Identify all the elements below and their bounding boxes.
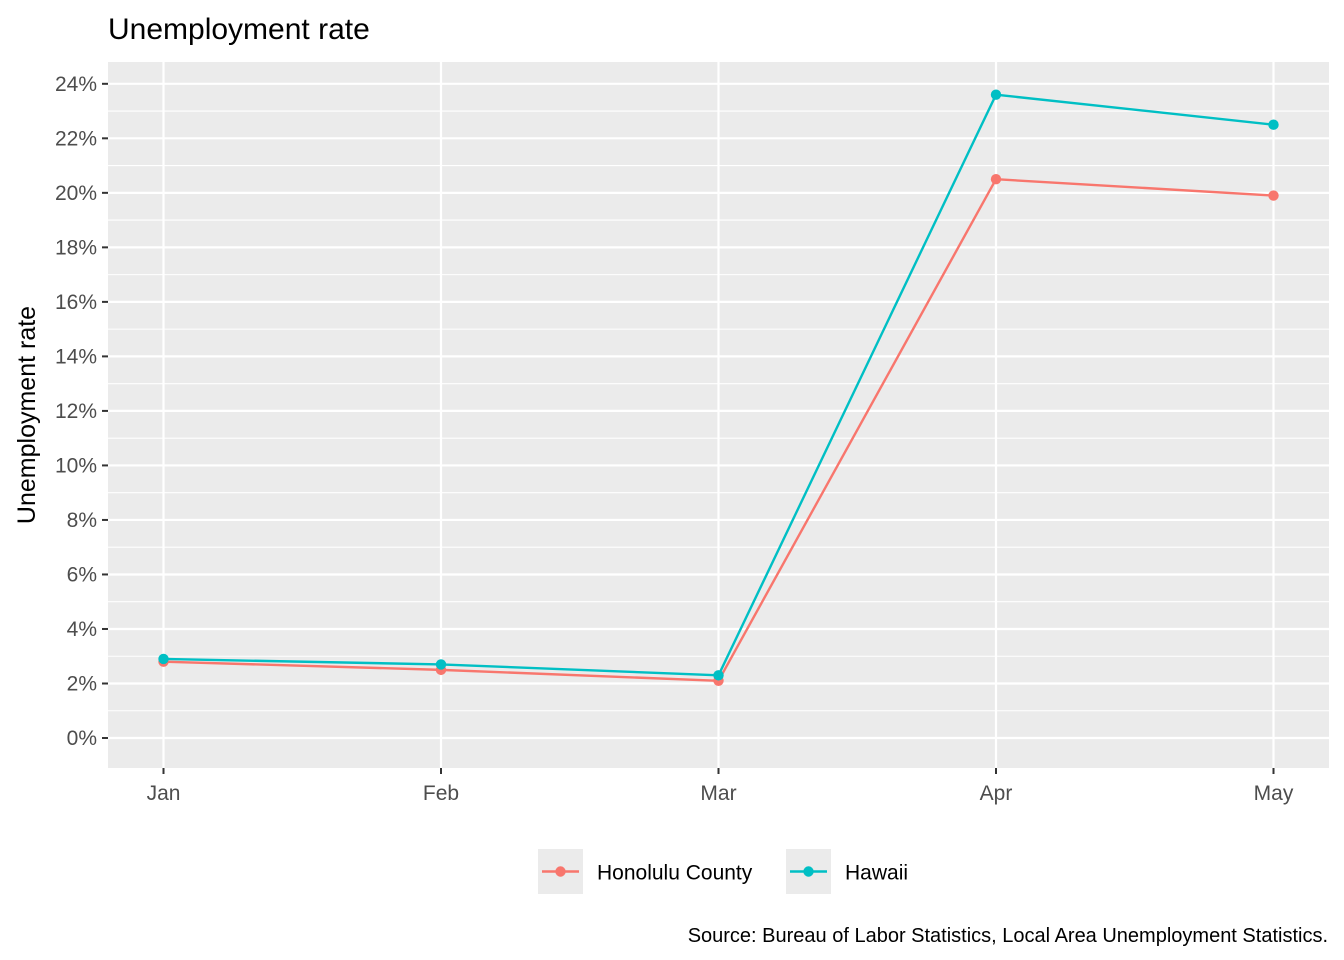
chart-caption: Source: Bureau of Labor Statistics, Loca… bbox=[688, 925, 1328, 947]
series-layer bbox=[158, 89, 1279, 686]
y-tick-label: 16% bbox=[55, 291, 97, 314]
data-point bbox=[435, 659, 447, 670]
x-tick-label: Mar bbox=[700, 782, 736, 805]
y-tick-label: 10% bbox=[55, 454, 97, 477]
y-axis: 0% 2% 4% 6% 8% 10% 12% 14% 16% 18% 20% 22% 24% bbox=[55, 73, 108, 750]
legend: Honolulu County Hawaii bbox=[538, 849, 908, 894]
x-axis: Jan Feb Mar Apr May bbox=[147, 768, 1294, 805]
x-tick-label: May bbox=[1254, 782, 1294, 805]
y-tick-label: 2% bbox=[67, 672, 97, 695]
y-tick-label: 6% bbox=[67, 563, 97, 586]
y-tick-label: 22% bbox=[55, 127, 97, 150]
y-tick-label: 18% bbox=[55, 236, 97, 259]
data-point bbox=[158, 653, 169, 665]
y-tick-label: 0% bbox=[67, 727, 97, 750]
legend-label: Honolulu County bbox=[597, 862, 753, 885]
y-tick-label: 8% bbox=[67, 509, 97, 532]
x-tick-label: Apr bbox=[980, 782, 1013, 805]
data-point bbox=[990, 174, 1002, 185]
y-tick-label: 12% bbox=[55, 400, 97, 423]
x-tick-label: Jan bbox=[147, 782, 181, 805]
y-tick-label: 24% bbox=[55, 73, 97, 96]
legend-key-point bbox=[803, 866, 814, 877]
chart-title: Unemployment rate bbox=[108, 13, 370, 46]
data-point bbox=[1268, 190, 1279, 201]
data-point bbox=[1268, 119, 1279, 130]
y-tick-label: 4% bbox=[67, 618, 97, 641]
y-axis-title: Unemployment rate bbox=[13, 306, 41, 524]
y-tick-label: 14% bbox=[55, 345, 97, 368]
data-point bbox=[990, 89, 1002, 100]
x-tick-label: Feb bbox=[423, 782, 459, 805]
data-point bbox=[713, 670, 724, 681]
legend-label: Hawaii bbox=[845, 862, 908, 885]
legend-key-point bbox=[555, 866, 566, 877]
y-tick-label: 20% bbox=[55, 182, 97, 205]
